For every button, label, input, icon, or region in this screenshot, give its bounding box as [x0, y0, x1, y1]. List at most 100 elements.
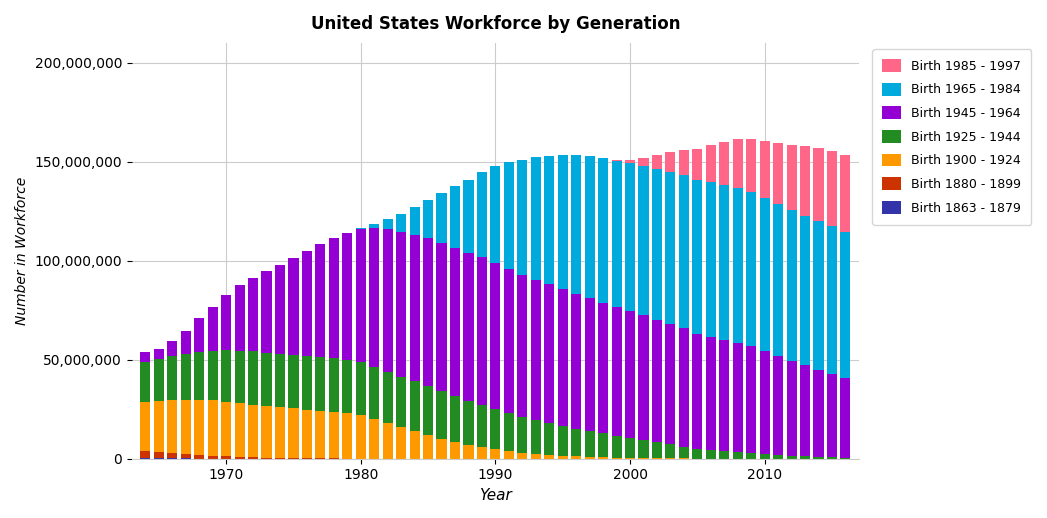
- Legend: Birth 1985 - 1997, Birth 1965 - 1984, Birth 1945 - 1964, Birth 1925 - 1944, Birt: Birth 1985 - 1997, Birth 1965 - 1984, Bi…: [872, 49, 1031, 224]
- Bar: [168, 340, 177, 356]
- Bar: [733, 343, 742, 452]
- Bar: [423, 238, 433, 386]
- Bar: [464, 253, 473, 401]
- Bar: [665, 324, 675, 444]
- Bar: [639, 315, 648, 440]
- Bar: [194, 352, 204, 399]
- Bar: [786, 456, 797, 459]
- Bar: [288, 458, 298, 459]
- Bar: [719, 142, 730, 185]
- Bar: [733, 189, 742, 343]
- Bar: [221, 402, 231, 456]
- Bar: [652, 458, 662, 459]
- Bar: [760, 454, 770, 459]
- Bar: [396, 232, 406, 377]
- Bar: [544, 423, 554, 455]
- Bar: [827, 457, 837, 459]
- Bar: [760, 141, 770, 198]
- Bar: [625, 160, 636, 163]
- Bar: [773, 455, 783, 459]
- Bar: [396, 427, 406, 458]
- Bar: [409, 431, 420, 459]
- Bar: [248, 278, 259, 351]
- Bar: [476, 447, 487, 459]
- Bar: [598, 303, 608, 434]
- Bar: [423, 386, 433, 435]
- Bar: [652, 442, 662, 458]
- Bar: [235, 403, 245, 457]
- Bar: [490, 166, 500, 263]
- Bar: [598, 457, 608, 459]
- Bar: [517, 417, 528, 453]
- Bar: [207, 307, 218, 351]
- Bar: [168, 400, 177, 453]
- Bar: [194, 399, 204, 455]
- Bar: [531, 420, 541, 454]
- Bar: [678, 447, 689, 458]
- Bar: [814, 221, 824, 370]
- Bar: [423, 435, 433, 459]
- Bar: [476, 405, 487, 447]
- Bar: [490, 263, 500, 409]
- Bar: [517, 453, 528, 459]
- Bar: [760, 351, 770, 454]
- Bar: [678, 328, 689, 447]
- Bar: [194, 319, 204, 352]
- Bar: [464, 401, 473, 445]
- Bar: [531, 157, 541, 280]
- Bar: [207, 351, 218, 400]
- Bar: [409, 381, 420, 431]
- Bar: [437, 193, 447, 243]
- Bar: [154, 349, 164, 359]
- Bar: [611, 160, 622, 161]
- Bar: [302, 410, 312, 458]
- Bar: [168, 356, 177, 400]
- Bar: [584, 431, 595, 457]
- Bar: [437, 439, 447, 459]
- Bar: [786, 210, 797, 361]
- Bar: [625, 311, 636, 438]
- Bar: [665, 172, 675, 324]
- Bar: [504, 413, 514, 451]
- Bar: [382, 423, 393, 458]
- Bar: [800, 365, 810, 456]
- Bar: [382, 371, 393, 423]
- Bar: [531, 454, 541, 459]
- Bar: [719, 451, 730, 458]
- Bar: [558, 426, 567, 456]
- Bar: [760, 198, 770, 351]
- Bar: [396, 377, 406, 427]
- Bar: [382, 229, 393, 371]
- Bar: [692, 149, 703, 180]
- Bar: [611, 307, 622, 436]
- Bar: [140, 451, 151, 458]
- Bar: [706, 182, 716, 337]
- Bar: [140, 352, 151, 362]
- Bar: [625, 438, 636, 458]
- Title: United States Workforce by Generation: United States Workforce by Generation: [311, 15, 681, 33]
- Bar: [773, 204, 783, 356]
- Bar: [531, 280, 541, 420]
- Bar: [814, 457, 824, 459]
- Bar: [652, 320, 662, 442]
- Bar: [315, 244, 326, 357]
- Bar: [450, 442, 460, 459]
- Bar: [773, 143, 783, 204]
- Bar: [356, 229, 365, 362]
- Bar: [140, 362, 151, 401]
- Bar: [786, 145, 797, 210]
- Bar: [719, 185, 730, 340]
- X-axis label: Year: Year: [480, 488, 512, 503]
- Bar: [154, 359, 164, 401]
- Bar: [370, 419, 379, 458]
- Bar: [181, 400, 191, 454]
- Bar: [665, 444, 675, 458]
- Bar: [437, 392, 447, 439]
- Bar: [827, 151, 837, 226]
- Bar: [409, 207, 420, 235]
- Bar: [652, 169, 662, 320]
- Bar: [584, 156, 595, 298]
- Bar: [181, 330, 191, 354]
- Bar: [490, 449, 500, 459]
- Bar: [571, 155, 581, 294]
